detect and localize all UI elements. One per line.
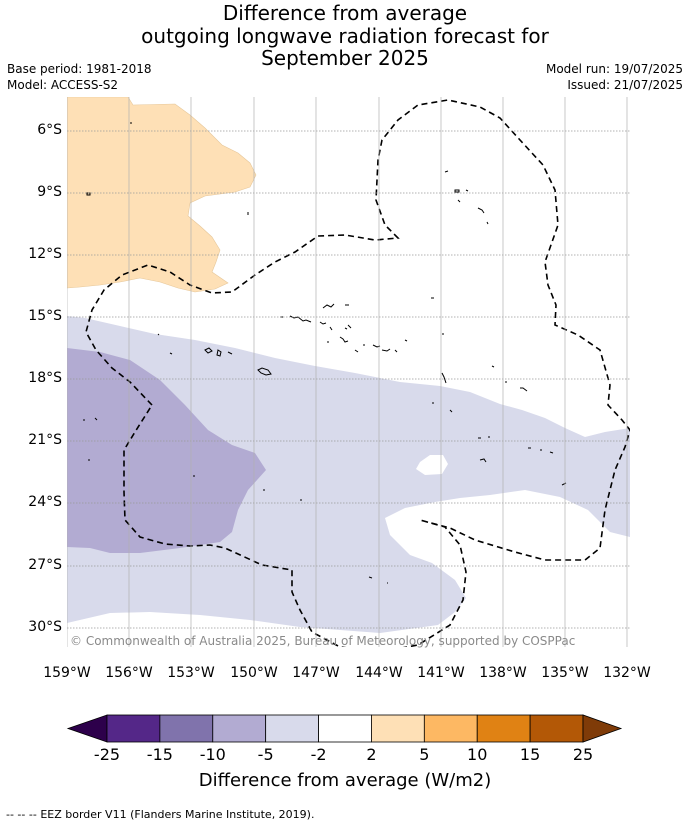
lon-label: 141°W xyxy=(417,665,465,681)
model-run-text: Model run: 19/07/2025 xyxy=(545,62,683,76)
lat-label: 24°S xyxy=(28,494,62,510)
chart-title: Difference from average outgoing longwav… xyxy=(0,2,690,70)
lon-label: 144°W xyxy=(355,665,403,681)
colorbar-swatch xyxy=(265,714,319,743)
lon-label: 150°W xyxy=(230,665,278,681)
colorbar-swatch xyxy=(318,714,372,743)
lat-label: 6°S xyxy=(37,122,62,138)
lon-label: 153°W xyxy=(167,665,215,681)
colorbar-swatch xyxy=(371,714,425,743)
forecast-map xyxy=(67,97,630,647)
model-text: Model: ACCESS-S2 xyxy=(7,78,119,92)
meta-left: Base period: 1981-2018 Model: ACCESS-S2 xyxy=(7,61,152,93)
copyright-text: © Commonwealth of Australia 2025, Bureau… xyxy=(70,634,576,648)
eez-legend-text: EEZ border V11 (Flanders Marine Institut… xyxy=(40,808,315,821)
lon-label: 147°W xyxy=(292,665,340,681)
colorbar-extend-high xyxy=(582,714,623,743)
colorbar-tick-label: -2 xyxy=(310,745,327,764)
lon-label: 132°W xyxy=(603,665,651,681)
region-anomaly-minus10-to-minus5 xyxy=(67,348,266,553)
lat-label: 18°S xyxy=(28,370,62,386)
colorbar-swatch xyxy=(159,714,214,743)
colorbar-tick-label: 5 xyxy=(419,745,430,764)
title-line-3: September 2025 xyxy=(261,46,429,70)
lat-label: 15°S xyxy=(28,308,62,324)
colorbar-tick-label: -25 xyxy=(93,745,121,764)
colorbar-extend-low xyxy=(66,714,108,743)
eez-legend: -- -- -- EEZ border V11 (Flanders Marine… xyxy=(6,808,314,821)
base-period-text: Base period: 1981-2018 xyxy=(7,62,152,76)
lon-label: 138°W xyxy=(479,665,527,681)
lon-label: 135°W xyxy=(541,665,589,681)
lat-label: 9°S xyxy=(37,184,62,200)
colorbar-swatch xyxy=(476,714,531,743)
colorbar-tick-label: -15 xyxy=(146,745,173,764)
colorbar-label: Difference from average (W/m2) xyxy=(198,770,492,791)
colorbar-swatch xyxy=(529,714,584,743)
eez-border xyxy=(85,99,630,647)
colorbar-tick-label: 2 xyxy=(366,745,377,764)
island-outlines xyxy=(83,122,567,584)
title-line-1: Difference from average xyxy=(222,1,468,25)
lat-label: 30°S xyxy=(28,619,62,635)
colorbar-swatch xyxy=(423,714,478,743)
colorbar-tick-label: 15 xyxy=(519,745,541,764)
region-anomaly-minus5-to-minus2 xyxy=(67,316,630,633)
issued-text: Issued: 21/07/2025 xyxy=(567,78,683,92)
eez-legend-symbol: -- -- -- xyxy=(6,808,37,821)
title-line-2: outgoing longwave radiation forecast for xyxy=(141,23,549,48)
lat-label: 27°S xyxy=(28,557,62,573)
colorbar-swatch xyxy=(212,714,267,743)
colorbar-tick-label: 10 xyxy=(467,745,488,764)
lat-label: 12°S xyxy=(28,246,62,262)
lat-label: 21°S xyxy=(28,432,62,448)
region-anomaly-2-to-5 xyxy=(67,97,257,293)
colorbar-tick-label: -5 xyxy=(257,745,274,764)
colorbar-swatch xyxy=(106,714,161,743)
lon-label: 159°W xyxy=(43,665,91,681)
colorbar-tick-label: 25 xyxy=(572,745,594,764)
meta-right: Model run: 19/07/2025 Issued: 21/07/2025 xyxy=(546,61,683,93)
grid-lines xyxy=(67,130,630,629)
lon-label: 156°W xyxy=(105,665,153,681)
colorbar-tick-label: -10 xyxy=(199,745,226,764)
